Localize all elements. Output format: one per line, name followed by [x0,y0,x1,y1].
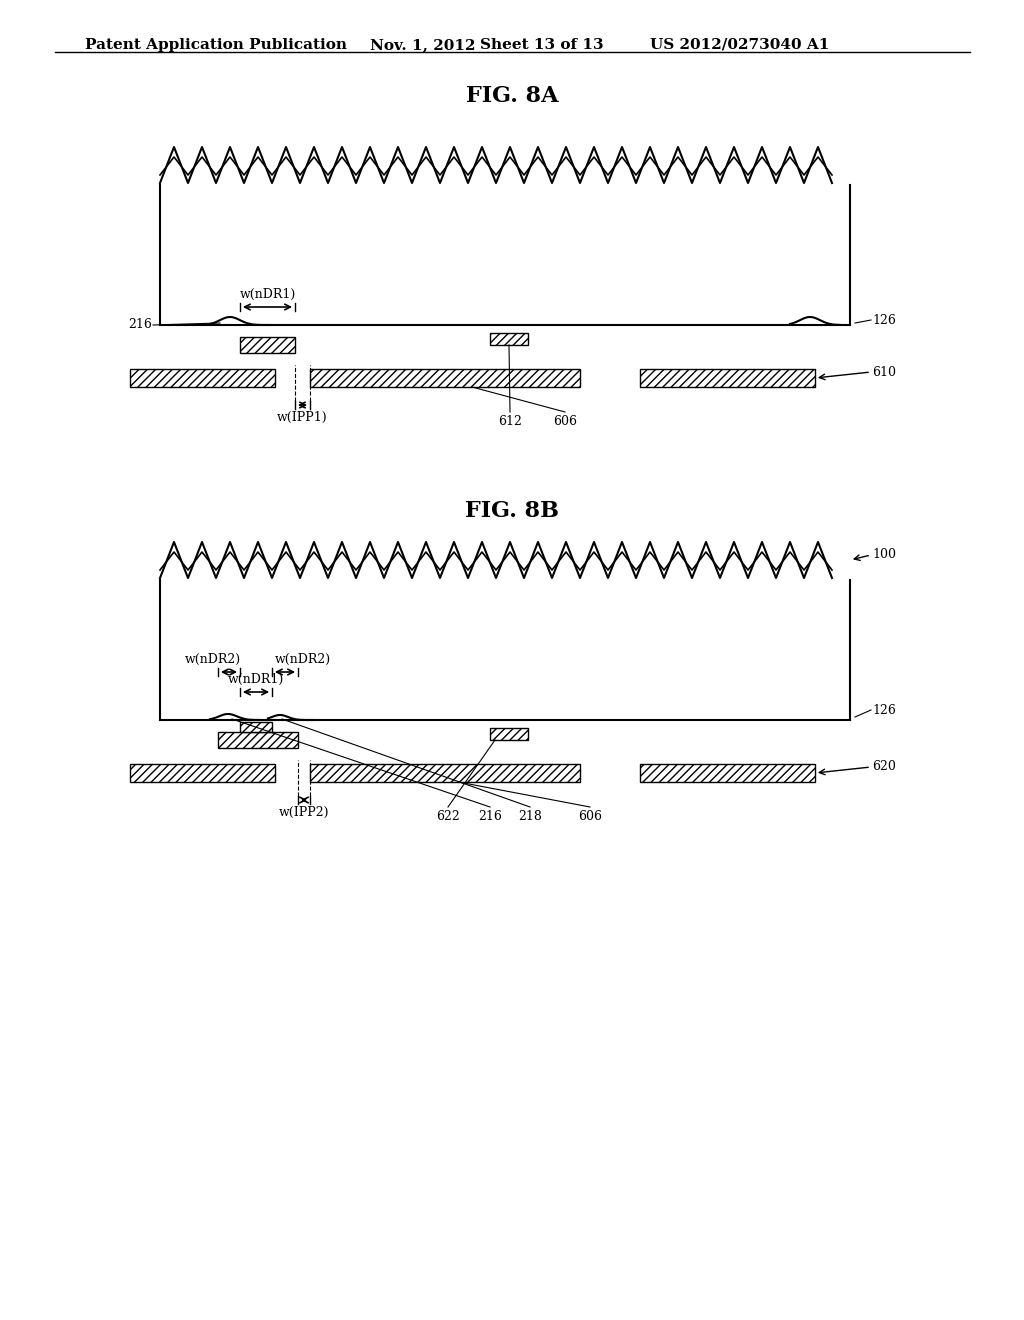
Bar [310,764,580,781]
Text: 606: 606 [578,810,602,822]
Text: 216: 216 [478,810,502,822]
Text: Patent Application Publication: Patent Application Publication [85,38,347,51]
Text: 100: 100 [872,549,896,561]
Bar [640,764,815,781]
Bar [130,370,275,387]
Text: w(nDR2): w(nDR2) [185,653,241,667]
Bar [640,370,815,387]
Text: w(nDR2): w(nDR2) [274,653,331,667]
Bar [310,370,580,387]
Text: Nov. 1, 2012: Nov. 1, 2012 [370,38,475,51]
Text: w(nDR1): w(nDR1) [228,673,284,686]
Text: FIG. 8B: FIG. 8B [465,500,559,521]
Bar [490,333,528,345]
Text: 622: 622 [436,810,460,822]
Text: 606: 606 [553,414,577,428]
Bar [240,722,272,733]
Text: FIG. 8A: FIG. 8A [466,84,558,107]
Text: w(IPP2): w(IPP2) [279,807,330,818]
Text: 620: 620 [872,760,896,774]
Bar [490,729,528,741]
Text: w(nDR1): w(nDR1) [240,288,296,301]
Bar [218,733,298,748]
Bar [130,764,275,781]
Text: 610: 610 [872,366,896,379]
Text: 216: 216 [128,318,152,331]
Text: US 2012/0273040 A1: US 2012/0273040 A1 [650,38,829,51]
Text: Sheet 13 of 13: Sheet 13 of 13 [480,38,603,51]
Text: 218: 218 [518,810,542,822]
Text: w(IPP1): w(IPP1) [278,411,328,424]
Bar [240,337,295,352]
Text: 126: 126 [872,314,896,326]
Text: 612: 612 [498,414,522,428]
Text: 126: 126 [872,704,896,717]
